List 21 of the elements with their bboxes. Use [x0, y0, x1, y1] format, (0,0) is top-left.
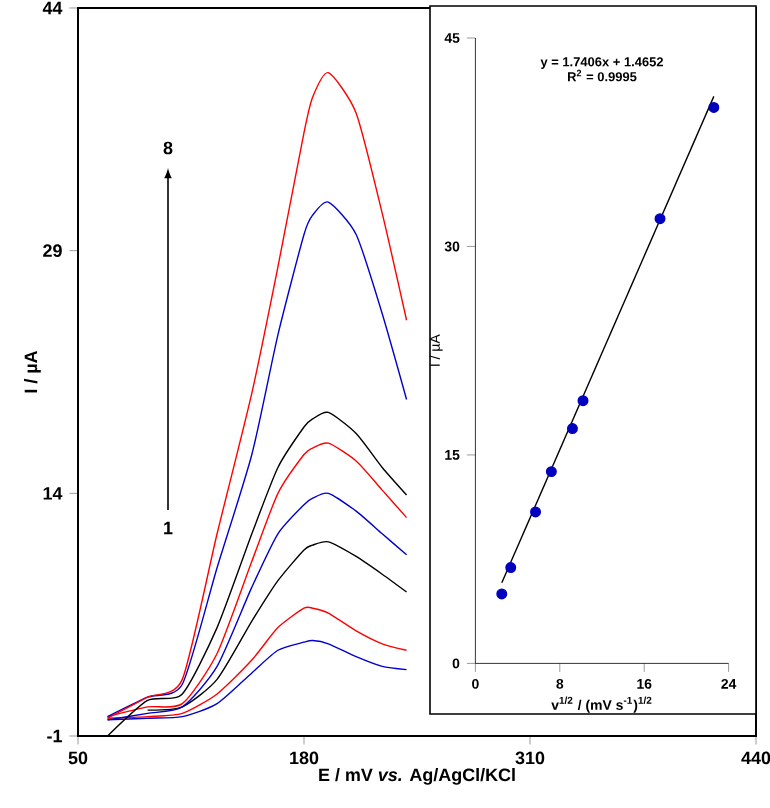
text: E / mV vs. Ag/AgCl/KCl: [319, 767, 515, 785]
x-tick-label: 310: [515, 751, 545, 765]
y-tick-label: 29: [43, 244, 62, 258]
y-tick-label: -1: [47, 729, 62, 743]
annotation: 8: [163, 141, 173, 155]
point: [545, 466, 557, 478]
point: [654, 213, 666, 225]
point: [530, 506, 542, 518]
x-tick-label: 180: [290, 751, 319, 765]
x-tick-label: 440: [741, 751, 770, 765]
y-axis-title: I / µA: [24, 350, 41, 393]
annotation: 1: [164, 521, 173, 535]
point: [577, 395, 589, 407]
point: [496, 588, 508, 600]
x-tick-label: 50: [68, 751, 88, 765]
point: [505, 562, 517, 573]
line-series: [146, 541, 408, 711]
point: [566, 423, 578, 434]
y-tick-label: 14: [43, 487, 63, 500]
point: [708, 102, 720, 113]
y-tick-label: 44: [42, 1, 63, 15]
